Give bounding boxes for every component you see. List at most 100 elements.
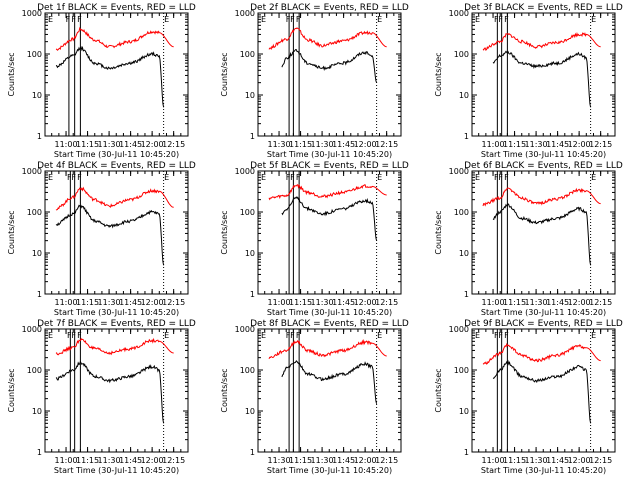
- x-tick-label: 11:45: [332, 456, 355, 465]
- series-line-lld: [482, 342, 601, 365]
- y-axis-label: Counts/sec: [434, 52, 443, 96]
- y-tick-label: 1: [464, 132, 469, 141]
- y-tick-label: 1: [250, 290, 255, 299]
- plot-frame: [471, 170, 616, 295]
- y-tick-label: 1000: [235, 325, 255, 334]
- eclipse-marker-label: E: [377, 15, 382, 24]
- flare-marker-label: F: [296, 15, 301, 24]
- x-tick-label: 11:30: [525, 456, 548, 465]
- y-tick-label: 100: [454, 50, 469, 59]
- eclipse-marker-label: E: [475, 331, 480, 340]
- eclipse-marker-label: E: [48, 331, 53, 340]
- panel-title: Det 6f BLACK = Events, RED = LLD: [464, 161, 623, 171]
- y-tick-label: 1000: [235, 167, 255, 176]
- flare-marker-label: F: [286, 331, 291, 340]
- panel-det-2: Det 2f BLACK = Events, RED = LLD 1 10 100 10…: [220, 3, 409, 159]
- flare-marker-label: F: [504, 331, 509, 340]
- y-tick-label: 100: [454, 208, 469, 217]
- x-tick-label: 12:00: [141, 298, 164, 307]
- x-tick-label: 12:00: [141, 456, 164, 465]
- x-tick-label: 12:00: [568, 456, 591, 465]
- series-line-lld: [268, 183, 387, 201]
- panel-det-5: Det 5f BLACK = Events, RED = LLD 1 10 100 10…: [220, 161, 409, 317]
- panel-title: Det 1f BLACK = Events, RED = LLD: [37, 3, 196, 13]
- flare-marker-label: F: [498, 15, 503, 24]
- x-tick-label: 11:15: [76, 456, 99, 465]
- flare-marker-label: F: [504, 15, 509, 24]
- x-tick-label: 11:15: [503, 298, 526, 307]
- plot-frame: [471, 328, 616, 453]
- y-tick-label: 10: [245, 407, 255, 416]
- x-tick-label: 11:45: [119, 140, 142, 149]
- panel-det-1: Det 1f BLACK = Events, RED = LLD 1 10 100 10…: [7, 3, 196, 159]
- x-tick-label: 11:15: [289, 456, 312, 465]
- eclipse-marker-label: E: [591, 173, 596, 182]
- flare-marker-label: F: [494, 15, 499, 24]
- x-tick-label: 11:00: [482, 298, 505, 307]
- y-axis-label: Counts/sec: [220, 368, 229, 412]
- flare-marker-label: F: [296, 173, 301, 182]
- y-tick-label: 10: [459, 407, 469, 416]
- y-tick-label: 1000: [22, 325, 42, 334]
- panel-det-6: Det 6f BLACK = Events, RED = LLD 1 10 100 10…: [434, 161, 623, 317]
- series-line-lld: [482, 31, 601, 51]
- x-tick-label: 11:45: [119, 456, 142, 465]
- eclipse-marker-label: E: [591, 15, 596, 24]
- y-tick-label: 1000: [449, 167, 469, 176]
- x-tick-label: 12:00: [141, 140, 164, 149]
- panel-det-3: Det 3f BLACK = Events, RED = LLD 1 10 100 10…: [434, 3, 623, 159]
- y-tick-label: 1: [250, 132, 255, 141]
- x-tick-label: 11:30: [525, 140, 548, 149]
- x-axis-label: Start Time (30-Jul-11 10:45:20): [481, 308, 606, 317]
- series-line-events: [281, 49, 378, 83]
- y-tick-label: 100: [27, 208, 42, 217]
- panel-title: Det 7f BLACK = Events, RED = LLD: [37, 319, 196, 329]
- x-tick-label: 12:15: [375, 140, 398, 149]
- y-tick-label: 10: [459, 249, 469, 258]
- series-line-events: [492, 202, 592, 266]
- x-tick-label: 11:30: [311, 456, 334, 465]
- x-tick-label: 12:00: [354, 298, 377, 307]
- x-tick-label: 12:15: [162, 298, 185, 307]
- series-line-events: [281, 196, 378, 241]
- flare-marker-label: F: [494, 173, 499, 182]
- series-line-events: [281, 360, 378, 404]
- panel-title: Det 4f BLACK = Events, RED = LLD: [37, 161, 196, 171]
- plot-frame: [44, 12, 189, 137]
- x-tick-label: 11:30: [268, 456, 291, 465]
- plot-frame: [257, 328, 402, 453]
- x-tick-label: 11:30: [98, 456, 121, 465]
- x-tick-label: 12:00: [568, 298, 591, 307]
- y-axis-label: Counts/sec: [434, 368, 443, 412]
- panel-det-4: Det 4f BLACK = Events, RED = LLD 1 10 100 10…: [7, 161, 196, 317]
- y-tick-label: 100: [240, 208, 255, 217]
- panel-det-8: Det 8f BLACK = Events, RED = LLD 1 10 100 10…: [220, 319, 409, 475]
- plot-frame: [257, 12, 402, 137]
- panel-det-7: Det 7f BLACK = Events, RED = LLD 1 10 100 10…: [7, 319, 196, 475]
- x-tick-label: 11:45: [546, 298, 569, 307]
- x-tick-label: 11:00: [482, 456, 505, 465]
- flare-marker-label: F: [494, 331, 499, 340]
- y-tick-label: 1: [464, 290, 469, 299]
- x-tick-label: 11:30: [311, 298, 334, 307]
- x-tick-label: 11:45: [119, 298, 142, 307]
- flare-marker-label: F: [71, 15, 76, 24]
- eclipse-marker-label: E: [164, 15, 169, 24]
- eclipse-marker-label: E: [48, 15, 53, 24]
- y-tick-label: 100: [27, 366, 42, 375]
- series-line-lld: [55, 337, 174, 356]
- eclipse-marker-label: E: [475, 15, 480, 24]
- x-tick-label: 11:30: [268, 140, 291, 149]
- y-tick-label: 10: [459, 91, 469, 100]
- panel-title: Det 3f BLACK = Events, RED = LLD: [464, 3, 623, 13]
- y-tick-label: 100: [240, 366, 255, 375]
- y-tick-label: 1000: [22, 9, 42, 18]
- series-line-lld: [55, 186, 174, 211]
- y-tick-label: 10: [245, 91, 255, 100]
- eclipse-marker-label: E: [591, 331, 596, 340]
- x-tick-label: 12:00: [354, 456, 377, 465]
- flare-marker-label: F: [66, 15, 71, 24]
- eclipse-marker-label: E: [377, 173, 382, 182]
- flare-marker-label: F: [286, 15, 291, 24]
